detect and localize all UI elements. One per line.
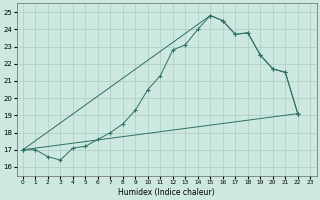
X-axis label: Humidex (Indice chaleur): Humidex (Indice chaleur) [118,188,215,197]
